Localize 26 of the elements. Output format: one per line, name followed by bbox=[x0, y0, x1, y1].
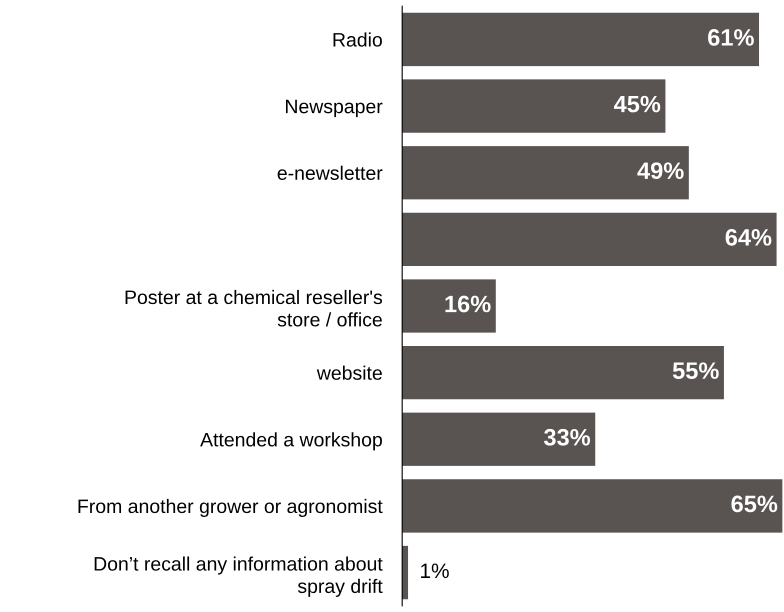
bar bbox=[402, 346, 724, 400]
data-label: 45% bbox=[614, 96, 660, 112]
data-label: 1% bbox=[421, 563, 449, 578]
bar bbox=[402, 479, 782, 533]
data-label: 16% bbox=[445, 296, 491, 312]
y-tick-label: Don’t recall any information about spray drift bbox=[94, 556, 383, 597]
data-label: 61% bbox=[708, 29, 754, 46]
y-tick-label: Poster at a chemical reseller's store / office bbox=[126, 290, 382, 327]
bar bbox=[402, 546, 408, 600]
y-tick-label: Attended a workshop bbox=[200, 432, 382, 450]
data-label: 64% bbox=[726, 228, 772, 246]
bar bbox=[402, 12, 760, 66]
data-label: 65% bbox=[731, 496, 778, 512]
y-tick-label: Radio bbox=[334, 32, 382, 47]
y-tick-label: e-newsletter bbox=[278, 166, 382, 180]
y-tick-label: Newspaper bbox=[286, 100, 382, 118]
bar bbox=[402, 279, 496, 333]
bar bbox=[402, 412, 596, 466]
bar bbox=[402, 146, 689, 200]
y-tick-label: From another grower or agronomist bbox=[78, 498, 383, 517]
data-label: 49% bbox=[637, 162, 684, 180]
data-label: 55% bbox=[672, 362, 719, 379]
y-tick-label: website bbox=[316, 366, 382, 380]
bar bbox=[402, 79, 666, 133]
data-label: 33% bbox=[544, 428, 590, 446]
bar bbox=[402, 212, 777, 266]
